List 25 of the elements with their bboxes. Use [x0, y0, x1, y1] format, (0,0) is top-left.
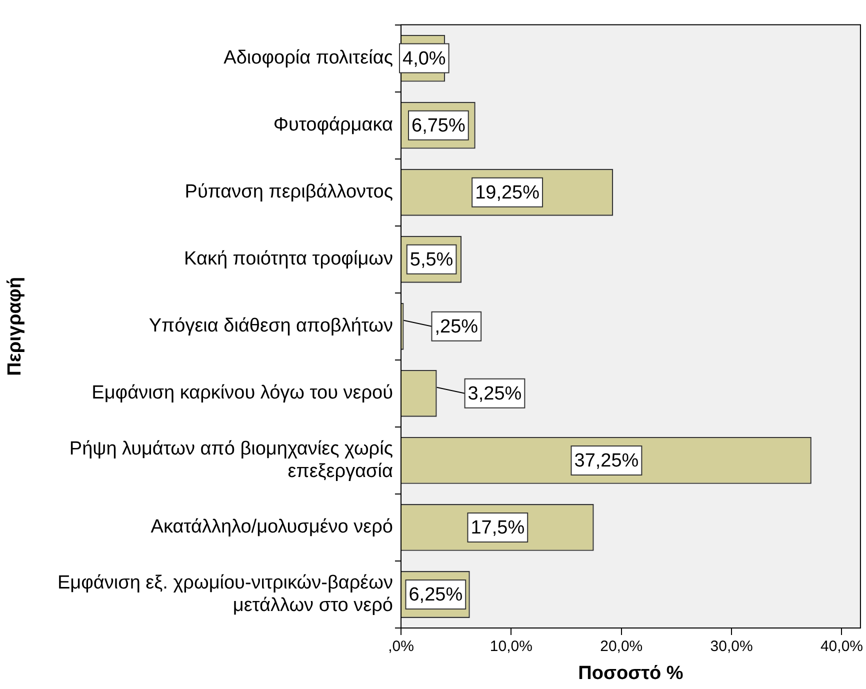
data-label: 19,25% — [475, 182, 540, 204]
data-label: 5,5% — [410, 250, 454, 271]
y-tick-label: Φυτοφάρμακα — [273, 114, 394, 136]
y-axis-title: Περιγραφή — [4, 276, 26, 376]
y-tick-label: Ρύπανση περιβάλλοντος — [184, 182, 393, 203]
y-tick-label: Εμφάνιση εξ. χρωμίου-νιτρικών-βαρέων μετάλλων στο νερό — [57, 572, 393, 616]
data-label: 37,25% — [574, 450, 639, 472]
data-label: ,25% — [434, 316, 478, 338]
x-tick-label: ,0% — [388, 638, 414, 656]
x-tick-label: 20,0% — [600, 638, 643, 656]
x-tick-label: 10,0% — [490, 638, 532, 656]
x-axis-title: Ποσοστό % — [578, 662, 684, 684]
y-tick-label: Ρήψη λυμάτων από βιομηχανίες χωρίς επεξεργασία — [69, 438, 393, 482]
data-label: 3,25% — [468, 384, 522, 405]
data-label: 17,5% — [470, 518, 525, 539]
x-tick-label: 40,0% — [820, 638, 864, 656]
x-tick-label: 30,0% — [710, 638, 753, 656]
y-tick-label: Αδιοφορία πολιτείας — [224, 48, 393, 69]
data-label: 6,25% — [408, 584, 463, 606]
y-tick-label: Ακατάλληλο/μολυσμένο νερό — [150, 516, 393, 538]
data-label: 6,75% — [412, 116, 466, 137]
y-tick-label: Κακή ποιότητα τροφίμων — [184, 248, 393, 270]
y-tick-label: Υπόγεια διάθεση αποβλήτων — [148, 316, 393, 337]
data-label: 4,0% — [402, 48, 446, 70]
y-tick-label: Εμφάνιση καρκίνου λόγω του νερού — [92, 382, 393, 404]
